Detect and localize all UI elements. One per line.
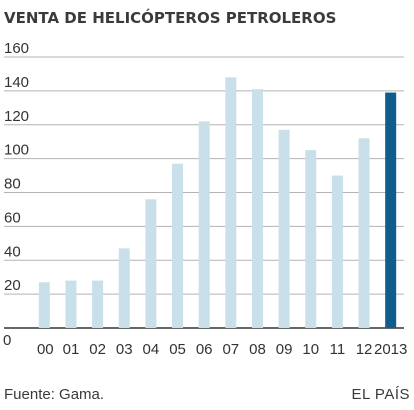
y-tick-label: 0 [3,332,11,349]
y-tick-label: 140 [4,74,29,91]
chart-title: VENTA DE HELICÓPTEROS PETROLEROS [4,9,337,27]
x-tick-label: 05 [169,341,186,358]
x-tick-label: 01 [63,341,80,358]
y-axis-tick-labels: 0 20 40 60 80 100 120 140 160 [3,40,29,349]
bar-07 [225,77,237,328]
y-tick-label: 60 [4,209,21,226]
bars [38,77,397,329]
bar-08 [251,89,263,329]
x-tick-label: 11 [330,341,346,358]
bar-chart: 0 20 40 60 80 100 120 140 160 00 01 02 03 04 05 06 07 08… [3,40,407,358]
bar-10 [305,150,317,328]
source-note: Fuente: Gama. [4,386,105,403]
x-axis-tick-labels: 00 01 02 03 04 05 06 07 08 09 10 11 12 2013 [37,341,407,358]
bar-01 [65,280,77,328]
bar-02 [92,280,104,328]
bar-2013 [385,92,397,328]
x-tick-label: 07 [222,341,239,358]
bar-00 [38,282,50,328]
y-tick-label: 20 [4,277,21,294]
y-tick-label: 40 [4,243,21,260]
bar-09 [278,129,290,328]
x-tick-label: 06 [196,341,213,358]
x-tick-label: 02 [89,341,106,358]
bar-03 [118,248,130,328]
x-tick-label: 08 [249,341,266,358]
bar-06 [198,121,210,328]
x-tick-label: 03 [116,341,133,358]
x-tick-label: 04 [143,341,160,358]
bar-12 [358,138,370,328]
x-tick-label: 00 [37,341,54,358]
y-tick-label: 80 [4,176,21,193]
y-tick-label: 160 [4,40,29,57]
y-tick-label: 100 [4,142,29,159]
x-tick-label: 12 [356,341,373,358]
bar-11 [331,175,343,328]
x-tick-label: 09 [276,341,293,358]
y-tick-label: 120 [4,108,29,125]
bar-05 [172,163,184,328]
publisher-logo: EL PAÍS [351,386,410,403]
x-tick-label: 10 [302,341,319,358]
bar-04 [145,199,157,328]
x-tick-label: 2013 [374,341,407,358]
